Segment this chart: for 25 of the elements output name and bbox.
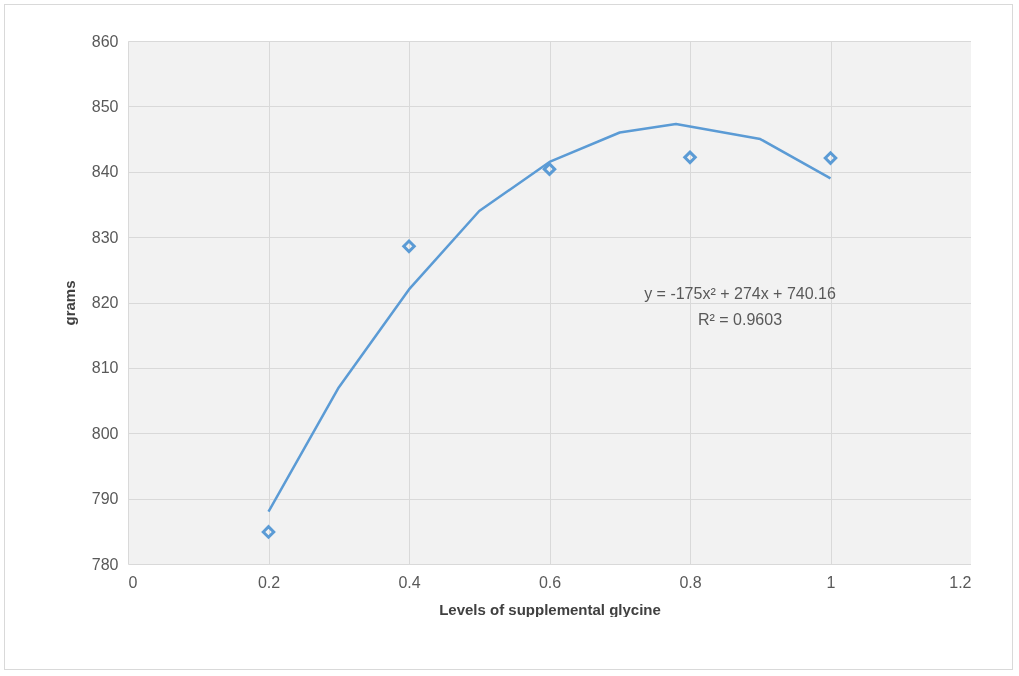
y-tick-label: 860: [91, 32, 119, 50]
y-tick-label: 850: [91, 97, 119, 115]
y-tick-label: 790: [91, 490, 119, 508]
x-tick-label: 1: [826, 573, 836, 591]
y-tick-label: 780: [91, 555, 119, 573]
x-tick-label: 0.8: [679, 573, 702, 591]
y-tick-label: 840: [91, 163, 119, 181]
y-tick-label: 810: [91, 359, 119, 377]
y-tick-label: 800: [91, 424, 119, 442]
x-tick-label: 0.2: [257, 573, 281, 591]
x-tick-label: 0.6: [538, 573, 562, 591]
x-tick-label: 0.4: [398, 573, 421, 591]
annotation: y = -175x² + 274x + 740.16: [644, 285, 836, 302]
x-tick-label: 1.2: [949, 573, 972, 591]
point: [683, 150, 697, 165]
y-axis-title: grams: [60, 280, 78, 326]
annotation: R² = 0.9603: [697, 311, 783, 328]
point: [261, 525, 276, 539]
x-axis-title: Levels of supplemental glycine: [439, 600, 661, 618]
point: [402, 239, 416, 254]
y-tick-label: 830: [91, 228, 119, 246]
point: [823, 151, 838, 165]
y-tick-label: 820: [91, 294, 119, 311]
x-tick-label: 0: [128, 573, 138, 591]
point: [542, 162, 557, 176]
